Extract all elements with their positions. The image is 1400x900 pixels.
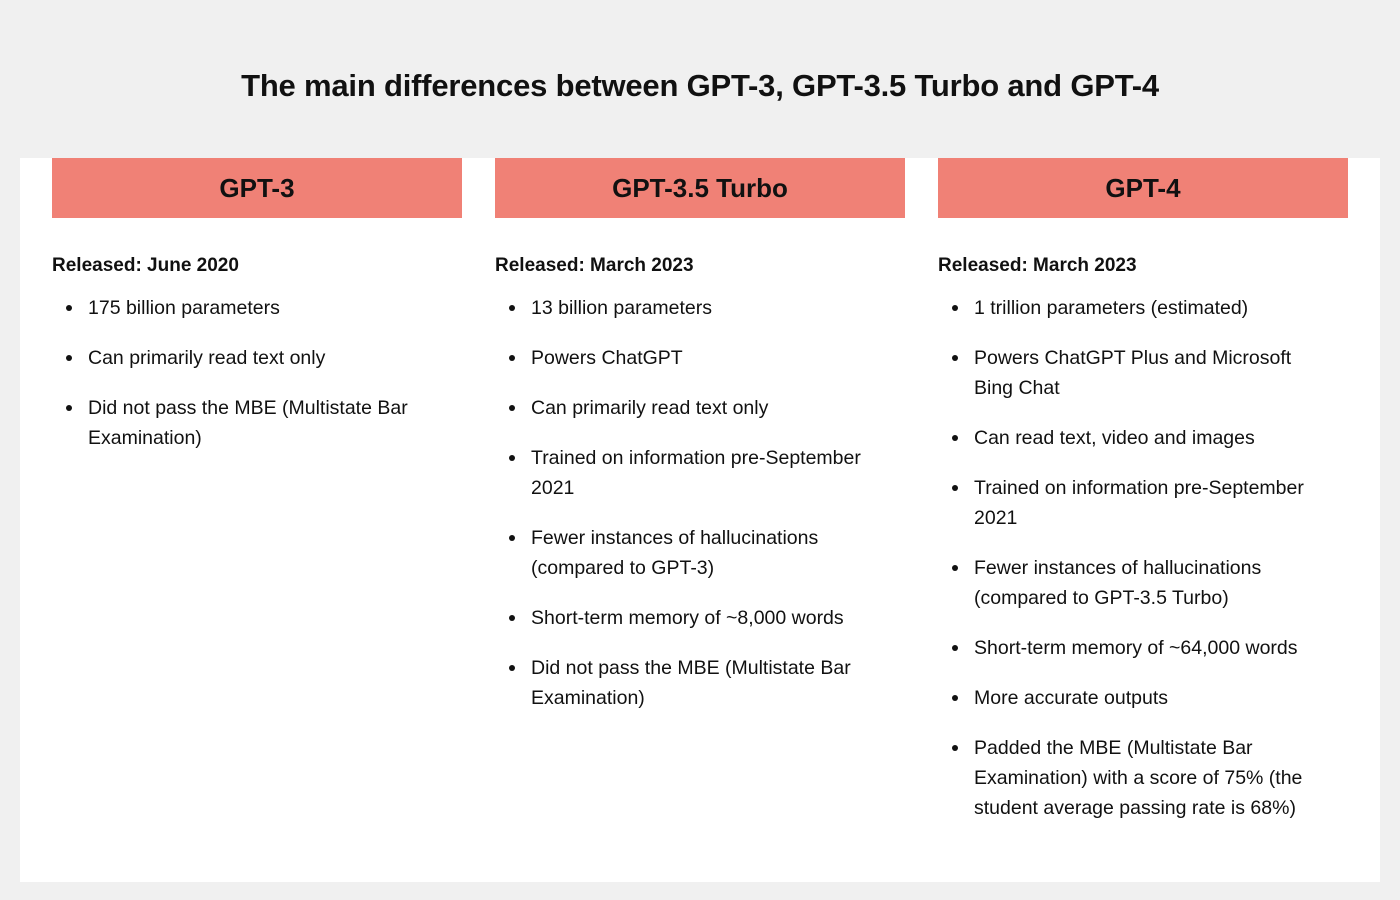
column-gpt-4: GPT-4 Released: March 2023 1 trillion pa… [938, 158, 1348, 843]
feature-item: Did not pass the MBE (Multistate Bar Exa… [495, 653, 905, 713]
feature-item: Trained on information pre-September 202… [938, 473, 1348, 533]
feature-text: Trained on information pre-September 202… [974, 477, 1304, 529]
feature-text: 175 billion parameters [88, 297, 280, 319]
feature-text: 13 billion parameters [531, 297, 713, 319]
feature-text: Powers ChatGPT Plus and Microsoft Bing C… [974, 347, 1292, 399]
feature-item: 175 billion parameters [52, 293, 462, 323]
bullet-icon [952, 565, 958, 571]
bullet-icon [509, 305, 515, 311]
feature-item: Padded the MBE (Multistate Bar Examinati… [938, 733, 1348, 823]
column-header-gpt-3: GPT-3 [52, 158, 462, 218]
feature-item: 13 billion parameters [495, 293, 905, 323]
feature-item: Short-term memory of ~8,000 words [495, 603, 905, 633]
bullet-icon [509, 455, 515, 461]
column-header-gpt-3-5-turbo: GPT-3.5 Turbo [495, 158, 905, 218]
feature-text: Powers ChatGPT [531, 347, 683, 369]
bullet-icon [952, 645, 958, 651]
feature-item: Powers ChatGPT Plus and Microsoft Bing C… [938, 343, 1348, 403]
bullet-icon [509, 665, 515, 671]
bullet-icon [952, 355, 958, 361]
feature-item: Fewer instances of hallucinations (compa… [495, 523, 905, 583]
feature-text: More accurate outputs [974, 687, 1169, 709]
bullet-icon [66, 405, 72, 411]
bullet-icon [952, 745, 958, 751]
feature-text: Fewer instances of hallucinations (compa… [531, 527, 819, 579]
feature-item: Trained on information pre-September 202… [495, 443, 905, 503]
bullet-icon [509, 535, 515, 541]
feature-item: 1 trillion parameters (estimated) [938, 293, 1348, 323]
feature-item: Can primarily read text only [52, 343, 462, 373]
release-date-gpt-4: Released: March 2023 [938, 255, 1137, 276]
bullet-icon [952, 435, 958, 441]
bullet-icon [509, 405, 515, 411]
bullet-icon [509, 615, 515, 621]
feature-text: Can primarily read text only [88, 347, 326, 369]
feature-item: Fewer instances of hallucinations (compa… [938, 553, 1348, 613]
feature-text: Did not pass the MBE (Multistate Bar Exa… [88, 397, 408, 449]
column-gpt-3: GPT-3 Released: June 2020 175 billion pa… [52, 158, 462, 473]
comparison-panel: GPT-3 Released: June 2020 175 billion pa… [20, 158, 1380, 882]
feature-text: Can primarily read text only [531, 397, 769, 419]
feature-item: Powers ChatGPT [495, 343, 905, 373]
feature-text: Fewer instances of hallucinations (compa… [974, 557, 1262, 609]
feature-text: Padded the MBE (Multistate Bar Examinati… [974, 737, 1303, 819]
feature-text: Trained on information pre-September 202… [531, 447, 861, 499]
column-gpt-3-5-turbo: GPT-3.5 Turbo Released: March 2023 13 bi… [495, 158, 905, 733]
bullet-icon [509, 355, 515, 361]
feature-text: 1 trillion parameters (estimated) [974, 297, 1249, 319]
feature-list-gpt-4: 1 trillion parameters (estimated) Powers… [938, 293, 1348, 823]
feature-list-gpt-3: 175 billion parameters Can primarily rea… [52, 293, 462, 453]
column-header-gpt-4: GPT-4 [938, 158, 1348, 218]
feature-item: Can read text, video and images [938, 423, 1348, 453]
feature-text: Can read text, video and images [974, 427, 1255, 449]
bullet-icon [66, 305, 72, 311]
bullet-icon [952, 305, 958, 311]
bullet-icon [952, 485, 958, 491]
feature-text: Did not pass the MBE (Multistate Bar Exa… [531, 657, 851, 709]
feature-item: More accurate outputs [938, 683, 1348, 713]
feature-item: Can primarily read text only [495, 393, 905, 423]
feature-list-gpt-3-5-turbo: 13 billion parameters Powers ChatGPT Can… [495, 293, 905, 713]
release-date-gpt-3: Released: June 2020 [52, 255, 239, 276]
bullet-icon [66, 355, 72, 361]
feature-item: Short-term memory of ~64,000 words [938, 633, 1348, 663]
feature-item: Did not pass the MBE (Multistate Bar Exa… [52, 393, 462, 453]
release-date-gpt-3-5-turbo: Released: March 2023 [495, 255, 694, 276]
page-title: The main differences between GPT-3, GPT-… [241, 68, 1159, 103]
bullet-icon [952, 695, 958, 701]
feature-text: Short-term memory of ~8,000 words [531, 607, 844, 629]
feature-text: Short-term memory of ~64,000 words [974, 637, 1298, 659]
